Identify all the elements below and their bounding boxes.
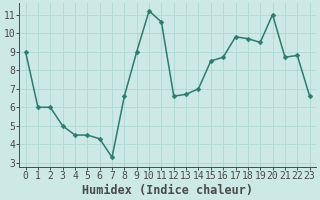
X-axis label: Humidex (Indice chaleur): Humidex (Indice chaleur) [82, 184, 253, 197]
